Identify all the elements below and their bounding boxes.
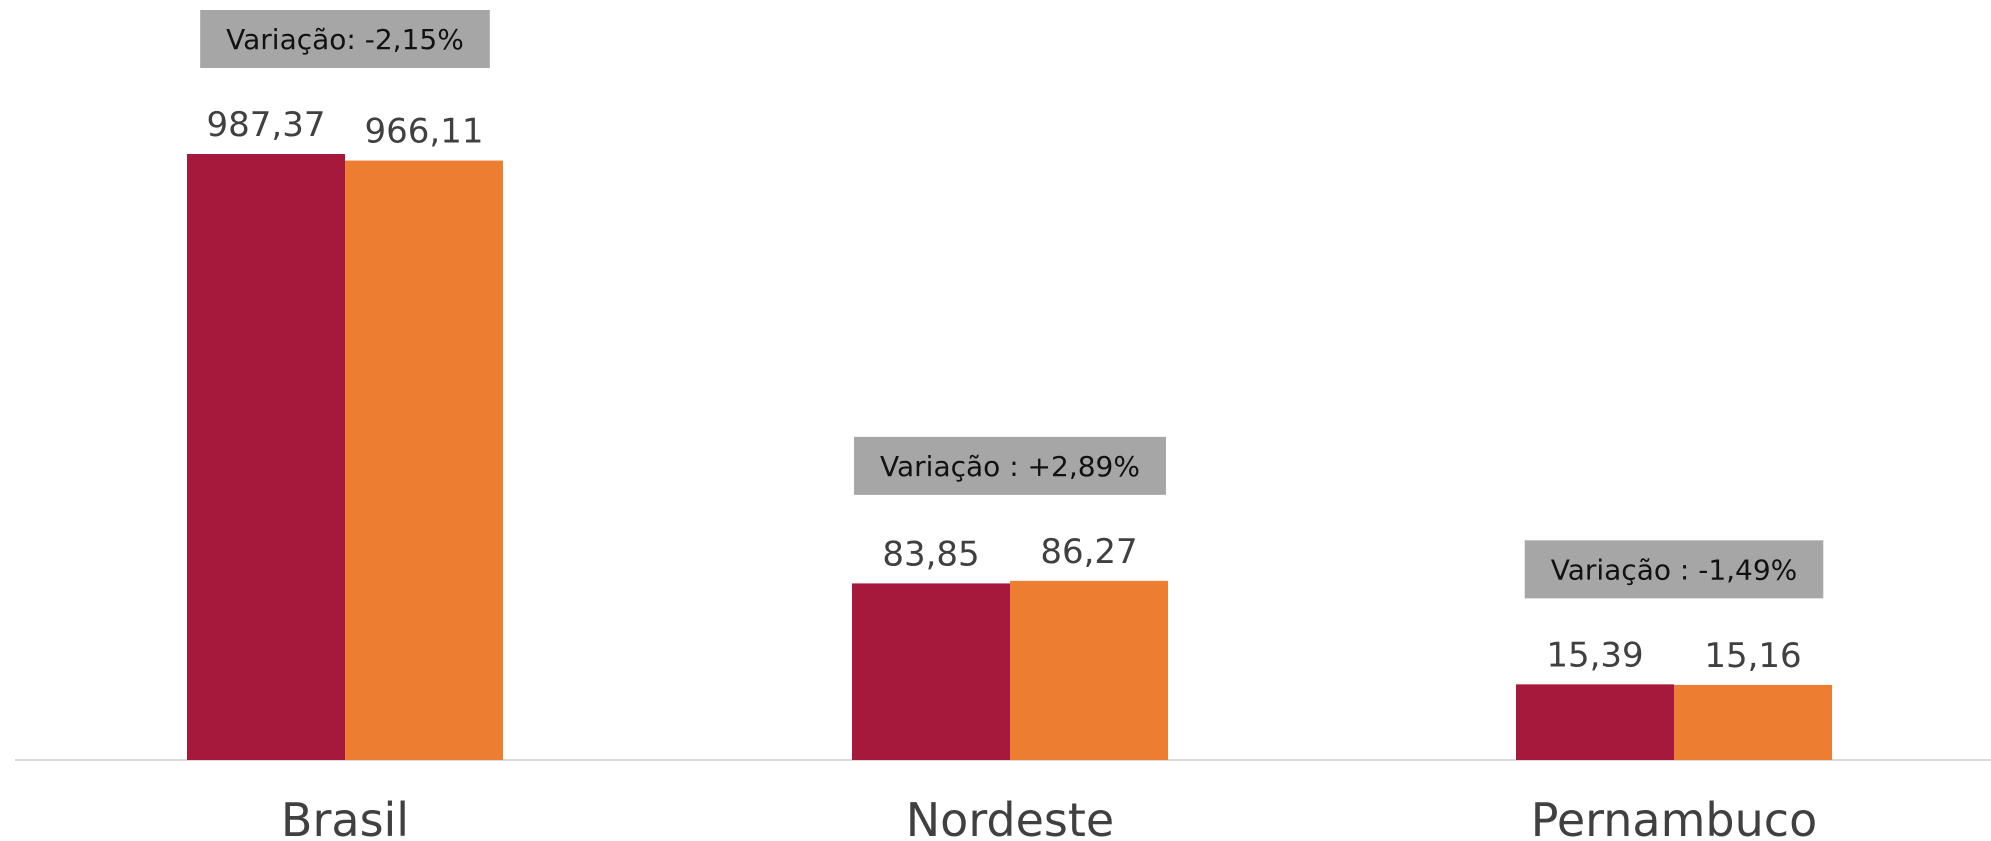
bar [345,160,503,760]
x-tick-label: Pernambuco [1531,793,1817,841]
data-label: 15,16 [1704,636,1801,676]
bar [187,154,345,760]
annotation: Variação: -2,15% [200,10,490,68]
annotation-text: Variação : -1,49% [1551,553,1798,586]
x-tick-label: Nordeste [906,793,1114,841]
annotation-box [1524,540,1824,599]
annotation: Variação : +2,89% [854,436,1166,495]
data-label: 15,39 [1546,635,1643,675]
annotation-text: Variação : +2,89% [880,450,1140,483]
bar [852,583,1010,760]
bar [1516,684,1674,760]
x-tick-label: Brasil [281,793,409,841]
data-label: 987,37 [207,105,326,145]
annotation-box [854,436,1166,495]
data-label: 966,11 [365,112,484,152]
annotation-box [200,10,490,68]
annotation: Variação : -1,49% [1524,540,1824,599]
bar [1674,684,1832,760]
data-label: 86,27 [1040,532,1137,572]
data-label: 83,85 [882,534,979,574]
annotation-text: Variação: -2,15% [226,23,464,56]
bar [1010,580,1168,760]
